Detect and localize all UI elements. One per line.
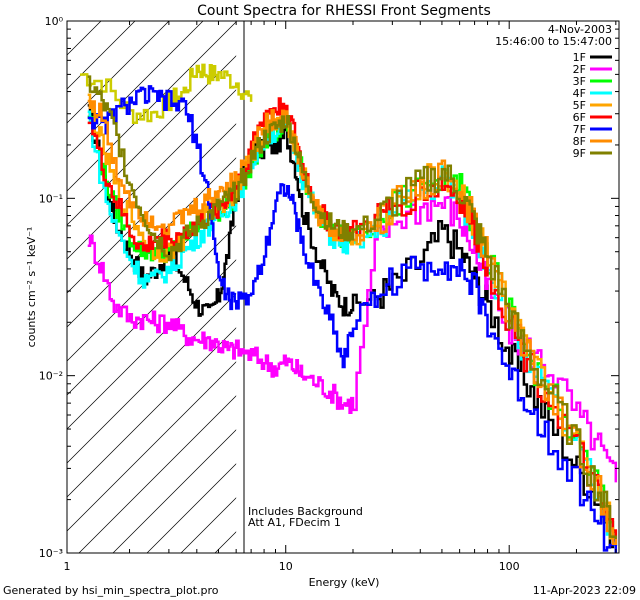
series-line-5F bbox=[87, 93, 618, 540]
legend-label: 4F bbox=[573, 87, 586, 100]
attenuator-note: Att A1, FDecim 1 bbox=[248, 516, 341, 529]
hatch-line bbox=[67, 191, 237, 362]
y-tick-label: 10⁻³ bbox=[39, 547, 63, 560]
hatch-line bbox=[78, 395, 237, 553]
hatch-line bbox=[67, 225, 237, 396]
y-tick-label: 10⁰ bbox=[45, 15, 64, 28]
y-tick-label: 10⁻² bbox=[39, 370, 63, 383]
x-tick-label: 10 bbox=[279, 560, 293, 573]
series-line-9F bbox=[87, 75, 618, 539]
hatch-line bbox=[67, 361, 237, 532]
x-axis-label: Energy (keV) bbox=[309, 576, 380, 589]
chart-title: Count Spectra for RHESSI Front Segments bbox=[197, 3, 491, 19]
hatch-line bbox=[419, 21, 640, 553]
background-note: Includes Background bbox=[248, 505, 363, 518]
series-layer bbox=[80, 63, 618, 553]
x-tick-label: 100 bbox=[499, 560, 520, 573]
legend-label: 8F bbox=[573, 135, 586, 148]
hatch-line bbox=[112, 429, 237, 553]
hatch-line bbox=[67, 21, 102, 56]
series-line-7F bbox=[87, 85, 618, 553]
legend-label: 5F bbox=[573, 99, 586, 112]
footer-generator: Generated by hsi_min_spectra_plot.pro bbox=[3, 584, 219, 597]
y-tick-label: 10⁻¹ bbox=[39, 192, 63, 205]
series-envelope-line bbox=[80, 63, 253, 124]
legend-label: 9F bbox=[573, 147, 586, 160]
hatch-line bbox=[67, 157, 237, 328]
hatch-line bbox=[67, 55, 237, 226]
hatch-line bbox=[146, 463, 237, 553]
legend-label: 6F bbox=[573, 111, 586, 124]
legend-label: 7F bbox=[573, 123, 586, 136]
x-tick-label: 1 bbox=[64, 560, 71, 573]
hatch-line bbox=[67, 327, 237, 498]
legend-label: 2F bbox=[573, 63, 586, 76]
hatch-line bbox=[589, 21, 640, 553]
series-line-2F bbox=[87, 195, 618, 483]
footer-timestamp: 11-Apr-2023 22:09 bbox=[533, 584, 636, 597]
x-tick-labels: 1 10 100 bbox=[64, 560, 520, 573]
hatch-line bbox=[385, 21, 640, 553]
hatch-line bbox=[67, 21, 170, 124]
legend-label: 3F bbox=[573, 75, 586, 88]
hatch-line bbox=[67, 123, 237, 294]
hatch-line bbox=[453, 21, 640, 553]
hatch-line bbox=[623, 21, 640, 553]
legend-label: 1F bbox=[573, 51, 586, 64]
time-annotation: 15:46:00 to 15:47:00 bbox=[495, 35, 612, 48]
plot-frame bbox=[66, 20, 620, 554]
y-axis-label: counts cm⁻² s⁻¹ keV⁻¹ bbox=[25, 227, 38, 348]
y-tick-labels: 10⁻³ 10⁻² 10⁻¹ 10⁰ bbox=[39, 15, 64, 560]
hatch-line bbox=[67, 259, 237, 430]
date-annotation: 4-Nov-2003 bbox=[548, 23, 612, 36]
axis-ticks bbox=[67, 20, 619, 554]
hatch-line bbox=[67, 89, 237, 260]
